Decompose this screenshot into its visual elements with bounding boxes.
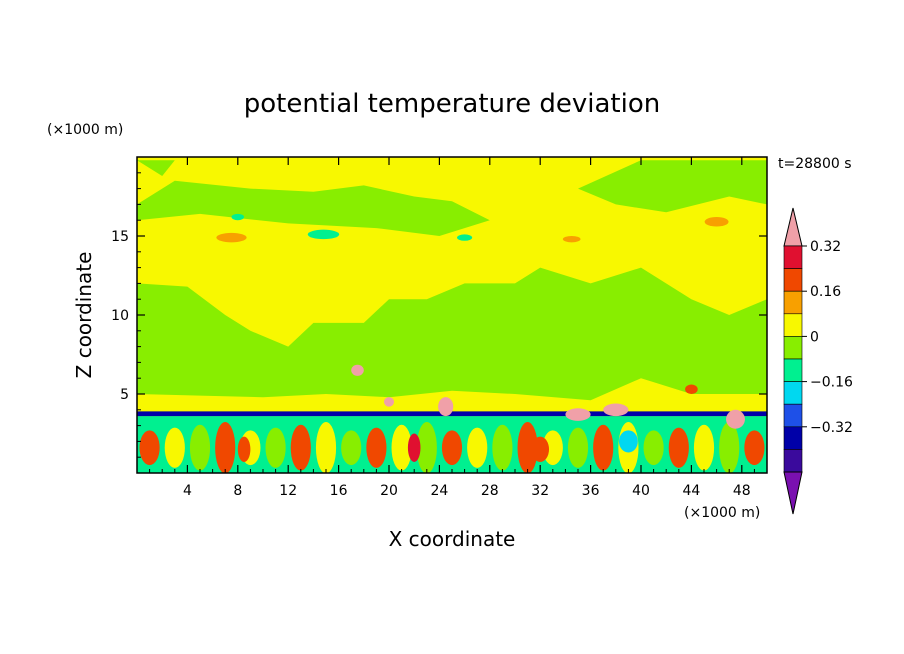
colorbar-box xyxy=(783,313,803,337)
x-tick-label: 16 xyxy=(330,483,348,499)
x-unit-label: (×1000 m) xyxy=(684,505,760,521)
x-tick-label: 48 xyxy=(733,483,751,499)
field-feature-15 xyxy=(237,436,251,462)
field-feature-13 xyxy=(685,384,698,395)
colorbar-tick-label: −0.32 xyxy=(810,420,853,436)
plume-14 xyxy=(492,424,513,471)
heatmap-field xyxy=(137,157,767,473)
plume-16 xyxy=(542,430,563,466)
plume-10 xyxy=(391,424,412,471)
cool-region-3 xyxy=(137,160,175,176)
field-feature-12 xyxy=(726,409,745,429)
x-tick-label: 28 xyxy=(481,483,499,499)
colorbar: 0.32 0.16 0 −0.16 −0.32 xyxy=(783,207,853,515)
x-tick-label: 44 xyxy=(682,483,700,499)
y-tick-label: 10 xyxy=(111,308,129,324)
colorbar-tick-label: −0.16 xyxy=(810,375,853,391)
field-feature-14 xyxy=(618,430,638,453)
plume-17 xyxy=(567,427,589,468)
field-feature-3 xyxy=(307,229,340,240)
field-feature-16 xyxy=(407,433,421,462)
plume-11 xyxy=(416,422,437,473)
x-axis: 4 8 12 16 20 24 28 32 36 40 44 48 xyxy=(149,157,755,499)
cool-region-0 xyxy=(137,180,490,236)
x-axis-label: X coordinate xyxy=(389,527,516,551)
x-tick-label: 4 xyxy=(183,483,192,499)
colorbar-box xyxy=(783,245,803,269)
plume-7 xyxy=(315,422,337,473)
plume-22 xyxy=(693,424,715,471)
plume-6 xyxy=(290,424,311,471)
x-tick-label: 20 xyxy=(380,483,398,499)
plume-18 xyxy=(593,424,614,471)
y-axis: 5 10 15 xyxy=(111,172,767,458)
colorbar-tick-label: 0.32 xyxy=(810,239,841,255)
field-feature-10 xyxy=(565,408,591,421)
colorbar-box xyxy=(783,358,803,382)
plume-0 xyxy=(139,430,160,466)
plume-2 xyxy=(189,424,211,471)
y-tick-label: 5 xyxy=(120,387,129,403)
x-tick-label: 8 xyxy=(233,483,242,499)
plume-15 xyxy=(517,422,538,473)
field-feature-9 xyxy=(383,397,395,407)
field-feature-5 xyxy=(562,236,581,243)
plume-21 xyxy=(668,427,689,468)
field-feature-17 xyxy=(531,436,550,462)
field-feature-4 xyxy=(457,234,473,241)
plume-23 xyxy=(719,422,740,473)
cool-region-1 xyxy=(137,267,767,401)
plume-5 xyxy=(265,427,286,468)
colorbar-box xyxy=(783,449,803,473)
plume-8 xyxy=(341,430,362,466)
colorbar-box xyxy=(783,290,803,315)
field-feature-11 xyxy=(603,403,629,417)
plume-20 xyxy=(643,430,664,466)
colorbar-tick-label: 0.16 xyxy=(810,284,841,300)
time-label: t=28800 s xyxy=(778,156,852,172)
inversion-band xyxy=(137,411,767,417)
field-feature-6 xyxy=(704,217,729,227)
colorbar-box xyxy=(783,268,803,292)
x-tick-label: 36 xyxy=(582,483,600,499)
plume-9 xyxy=(366,427,387,468)
field-feature-1 xyxy=(216,232,247,243)
chart-title: potential temperature deviation xyxy=(244,89,660,119)
y-axis-label: Z coordinate xyxy=(72,252,96,379)
field-feature-2 xyxy=(231,213,245,221)
colorbar-box xyxy=(783,381,803,405)
field-feature-7 xyxy=(351,364,364,376)
colorbar-box xyxy=(783,336,803,360)
x-tick-label: 40 xyxy=(632,483,650,499)
x-tick-label: 24 xyxy=(430,483,448,499)
x-tick-label: 12 xyxy=(279,483,297,499)
x-tick-label: 32 xyxy=(531,483,549,499)
colorbar-bottom-arrow xyxy=(783,471,803,515)
colorbar-top-arrow xyxy=(783,207,803,247)
plume-1 xyxy=(164,427,185,468)
y-unit-label: (×1000 m) xyxy=(47,122,123,138)
colorbar-box xyxy=(783,426,803,450)
plume-13 xyxy=(467,427,488,468)
plume-3 xyxy=(215,422,236,473)
plume-12 xyxy=(441,430,463,466)
colorbar-box xyxy=(783,403,803,428)
colorbar-tick-label: 0 xyxy=(810,329,819,345)
plume-24 xyxy=(744,430,765,466)
field-feature-8 xyxy=(438,397,454,417)
y-tick-label: 15 xyxy=(111,229,129,245)
cool-region-2 xyxy=(578,160,767,213)
